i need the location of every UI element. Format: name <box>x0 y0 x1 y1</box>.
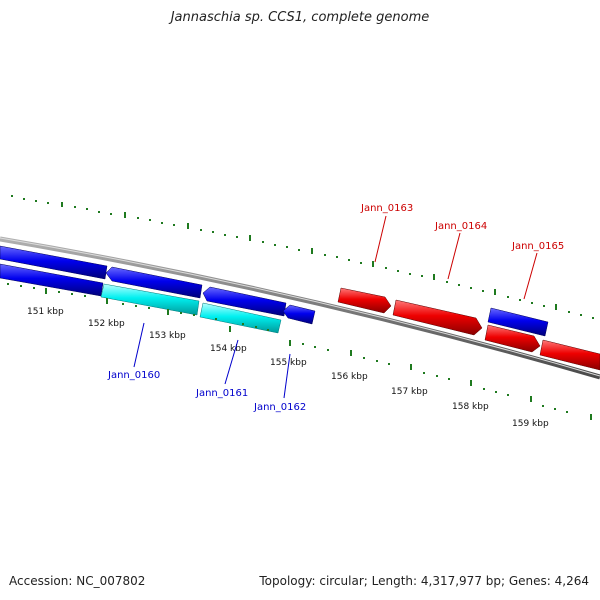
genome-backbone <box>0 236 600 380</box>
gene-arrow-reverse[interactable] <box>202 286 287 317</box>
genome-summary-text: Topology: circular; Length: 4,317,977 bp… <box>259 574 589 588</box>
gene-arrow-highlight[interactable] <box>199 302 282 334</box>
accession-text: Accession: NC_007802 <box>9 574 146 588</box>
gene-label-jann-0162[interactable]: Jann_0162 <box>253 402 306 413</box>
reverse-gene-track-outer <box>0 245 549 337</box>
gene-arrow-forward[interactable] <box>392 299 483 336</box>
map-title: Jannaschia sp. CCS1, complete genome <box>170 10 430 25</box>
gene-label-jann-0163[interactable]: Jann_0163 <box>360 203 413 214</box>
gene-label-leaders <box>133 215 538 399</box>
inner-ruler <box>7 283 592 420</box>
gene-arrow-forward[interactable] <box>337 287 392 314</box>
outer-ruler <box>11 195 594 319</box>
gene-arrow-reverse[interactable] <box>105 266 203 299</box>
reverse-gene-track-inner <box>0 263 282 334</box>
gene-label-jann-0165[interactable]: Jann_0165 <box>511 241 564 252</box>
gene-arrow-reverse[interactable] <box>282 304 316 325</box>
gene-arrow-forward[interactable] <box>484 324 541 353</box>
gene-arrow-reverse[interactable] <box>487 307 549 337</box>
ruler-label: 158 kbp <box>452 402 489 412</box>
gene-arrow-forward[interactable] <box>539 339 600 371</box>
gene-arrow-highlight[interactable] <box>100 283 200 316</box>
gene-arrow-reverse[interactable] <box>0 245 108 280</box>
ruler-label: 156 kbp <box>331 372 368 382</box>
ruler-label: 152 kbp <box>88 319 125 329</box>
gene-label-jann-0160[interactable]: Jann_0160 <box>107 370 160 381</box>
forward-gene-track <box>337 287 600 371</box>
ruler-label: 153 kbp <box>149 331 186 341</box>
ruler-label: 151 kbp <box>27 307 64 317</box>
gene-label-jann-0161[interactable]: Jann_0161 <box>195 388 248 399</box>
gene-labels: Jann_0160 Jann_0161 Jann_0162 Jann_0163 … <box>107 203 564 413</box>
ruler-label: 159 kbp <box>512 419 549 429</box>
ruler-label: 154 kbp <box>210 344 247 354</box>
ruler-label: 157 kbp <box>391 387 428 397</box>
gene-label-jann-0164[interactable]: Jann_0164 <box>434 221 487 232</box>
